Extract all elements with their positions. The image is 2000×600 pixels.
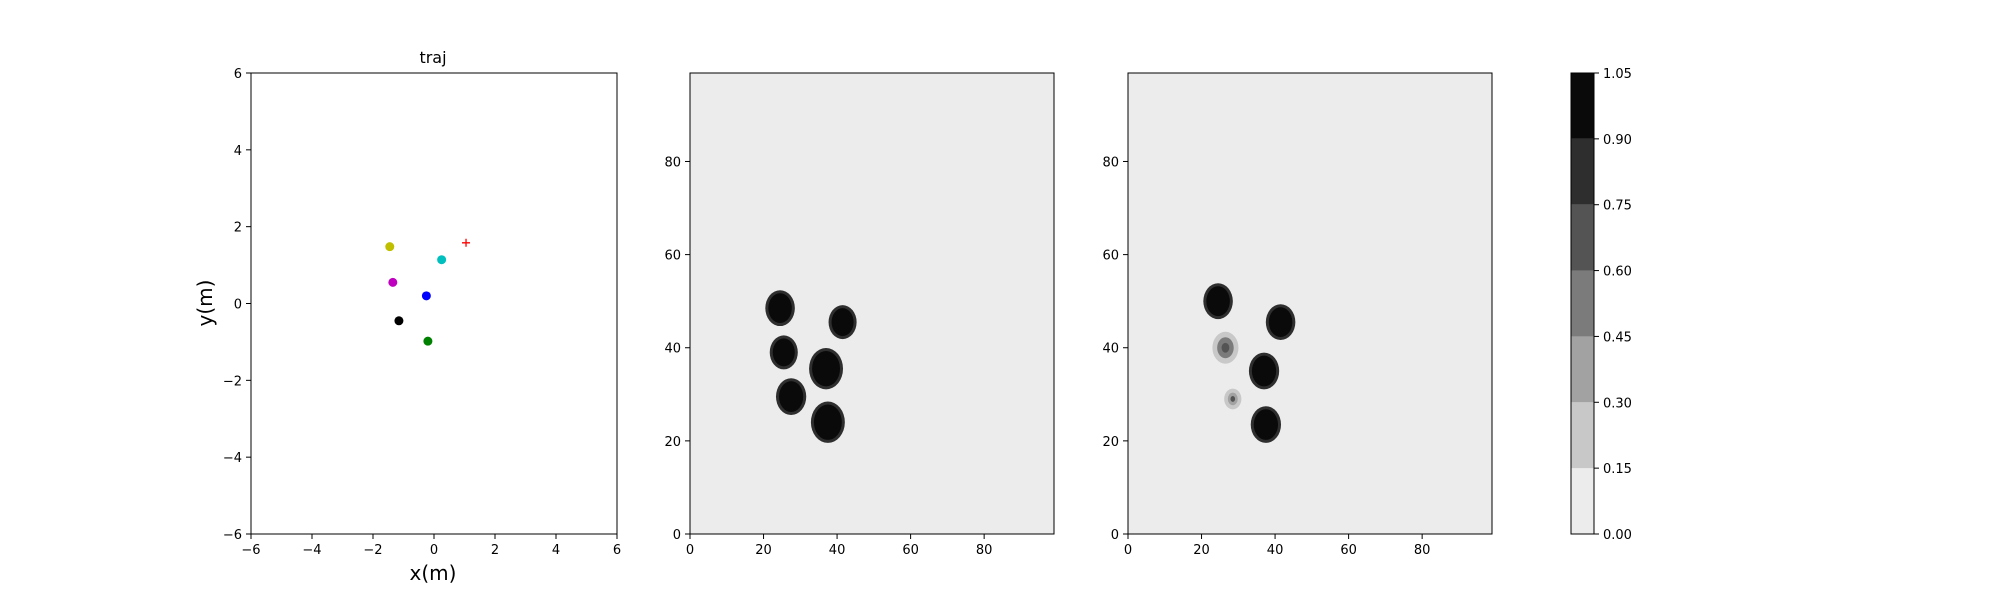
x-tick-label: 0 bbox=[686, 543, 694, 558]
data-point bbox=[462, 238, 471, 247]
x-tick-label: 2 bbox=[491, 543, 499, 558]
heat-blob-core bbox=[1230, 396, 1236, 402]
y-tick-label: 60 bbox=[1102, 249, 1119, 264]
axis-ticks: −6 −4 −2 0 2 4 6 −6 −4 −2 0 2 4 6 bbox=[223, 67, 621, 558]
data-point bbox=[437, 255, 447, 265]
colorbar-band bbox=[1571, 336, 1594, 403]
data-point bbox=[385, 242, 395, 252]
map-panel-1: 0 20 40 60 80 0 20 40 60 80 bbox=[664, 72, 1055, 558]
x-tick-label: 40 bbox=[1267, 543, 1284, 558]
x-tick-label: 80 bbox=[976, 543, 993, 558]
colorbar-frame bbox=[1570, 72, 1595, 535]
heat-blob bbox=[1206, 286, 1230, 317]
colorbar-band bbox=[1571, 204, 1594, 271]
plot-frame bbox=[1127, 72, 1493, 535]
x-axis-label: x(m) bbox=[410, 561, 457, 585]
data-points bbox=[385, 238, 471, 346]
y-tick-label: 80 bbox=[1102, 155, 1119, 170]
axis-ticks: 0 20 40 60 80 0 20 40 60 80 bbox=[1102, 155, 1430, 558]
colorbar-tick-label: 0.30 bbox=[1603, 396, 1632, 411]
heat-blob bbox=[1251, 355, 1277, 387]
data-point bbox=[421, 291, 431, 301]
x-tick-label: −2 bbox=[363, 543, 382, 558]
x-tick-label: 20 bbox=[755, 543, 772, 558]
y-tick-label: −2 bbox=[223, 374, 242, 389]
x-tick-label: 80 bbox=[1414, 543, 1431, 558]
colorbar-band bbox=[1571, 138, 1594, 205]
heat-blob bbox=[1253, 409, 1279, 440]
plot-area bbox=[1128, 73, 1492, 534]
colorbar-tick-label: 0.45 bbox=[1603, 330, 1632, 345]
traj-panel: traj −6 −4 −2 0 2 4 6 −6 −4 −2 0 2 4 6 x(m) y(m) bbox=[193, 48, 621, 585]
y-tick-label: 0 bbox=[1111, 528, 1119, 543]
data-point bbox=[423, 336, 433, 346]
heat-blob bbox=[778, 381, 804, 412]
y-tick-label: −6 bbox=[223, 528, 242, 543]
heatmap-cells bbox=[1203, 283, 1296, 443]
x-tick-label: −4 bbox=[302, 543, 321, 558]
y-tick-label: 2 bbox=[234, 221, 242, 236]
plot-frame bbox=[689, 72, 1055, 535]
chart-title: traj bbox=[419, 48, 446, 67]
colorbar-tick-label: 1.05 bbox=[1603, 67, 1632, 82]
colorbar-tick-label: 0.15 bbox=[1603, 462, 1632, 477]
data-point bbox=[394, 316, 404, 326]
x-tick-label: 20 bbox=[1193, 543, 1210, 558]
colorbar-band bbox=[1571, 270, 1594, 337]
y-tick-label: 20 bbox=[664, 435, 681, 450]
colorbar-ticks: 0.00 0.15 0.30 0.45 0.60 0.75 0.90 1.05 bbox=[1594, 67, 1632, 543]
y-tick-label: 40 bbox=[664, 342, 681, 357]
data-point bbox=[388, 277, 398, 287]
heat-blob bbox=[831, 308, 854, 337]
colorbar-band bbox=[1571, 468, 1594, 534]
x-tick-label: 40 bbox=[829, 543, 846, 558]
y-tick-label: 80 bbox=[664, 155, 681, 170]
heat-blob-core bbox=[1221, 342, 1230, 353]
plot-area bbox=[250, 72, 618, 535]
heatmap-cells bbox=[765, 290, 857, 443]
x-tick-label: 4 bbox=[552, 543, 560, 558]
x-tick-label: 0 bbox=[1124, 543, 1132, 558]
x-tick-label: 60 bbox=[1340, 543, 1357, 558]
plot-area bbox=[690, 73, 1054, 534]
y-tick-label: 0 bbox=[234, 298, 242, 313]
colorbar-tick-label: 0.75 bbox=[1603, 199, 1632, 214]
y-tick-label: 6 bbox=[234, 67, 242, 82]
heat-blob bbox=[768, 293, 792, 324]
colorbar-band bbox=[1571, 73, 1594, 139]
heat-blob bbox=[772, 338, 795, 367]
heat-blob bbox=[813, 404, 842, 440]
colorbar-bands bbox=[1571, 73, 1594, 534]
y-tick-label: 20 bbox=[1102, 435, 1119, 450]
y-tick-label: 60 bbox=[664, 249, 681, 264]
map-panel-2: 0 20 40 60 80 0 20 40 60 80 bbox=[1102, 72, 1493, 558]
y-tick-label: 4 bbox=[234, 144, 242, 159]
x-tick-label: 0 bbox=[430, 543, 438, 558]
y-axis-label: y(m) bbox=[193, 280, 217, 327]
heat-blob bbox=[1268, 307, 1293, 338]
colorbar-tick-label: 0.90 bbox=[1603, 133, 1632, 148]
colorbar-tick-label: 0.60 bbox=[1603, 265, 1632, 280]
x-tick-label: 60 bbox=[902, 543, 919, 558]
y-tick-label: 40 bbox=[1102, 342, 1119, 357]
y-tick-label: −4 bbox=[223, 451, 242, 466]
heat-blob bbox=[812, 350, 841, 387]
colorbar: 0.00 0.15 0.30 0.45 0.60 0.75 0.90 1.05 bbox=[1570, 67, 1632, 543]
x-tick-label: −6 bbox=[241, 543, 260, 558]
colorbar-band bbox=[1571, 402, 1594, 469]
y-tick-label: 0 bbox=[673, 528, 681, 543]
colorbar-tick-label: 0.00 bbox=[1603, 528, 1632, 543]
x-tick-label: 6 bbox=[613, 543, 621, 558]
axis-ticks: 0 20 40 60 80 0 20 40 60 80 bbox=[664, 155, 992, 558]
